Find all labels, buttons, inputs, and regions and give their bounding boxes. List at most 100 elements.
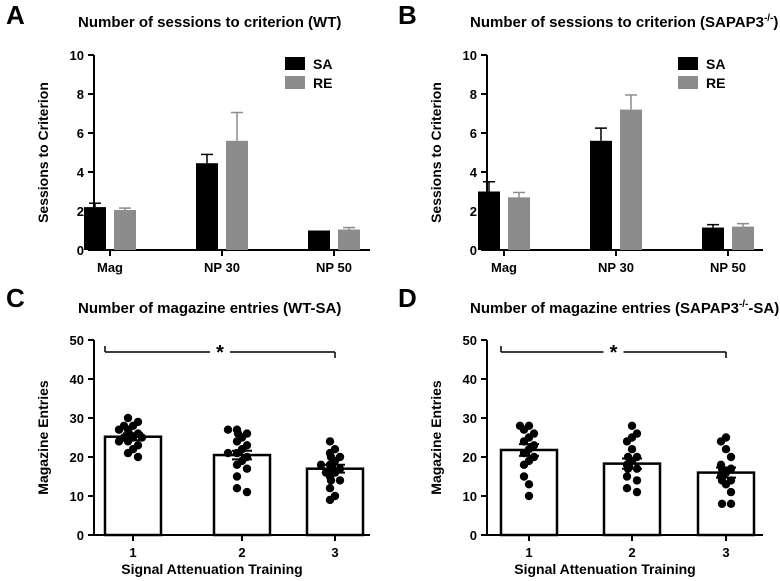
data-point — [721, 480, 731, 489]
legend-label-re: RE — [706, 75, 725, 91]
data-point — [726, 452, 736, 462]
data-point — [519, 437, 529, 446]
data-point — [519, 448, 529, 458]
legend-label-re: RE — [313, 75, 332, 91]
x-tick-label: 1 — [129, 545, 136, 560]
y-axis-label: Magazine Entries — [428, 380, 444, 495]
y-tick-label: 2 — [77, 204, 84, 219]
significance-star: * — [610, 342, 618, 364]
x-tick-label: NP 50 — [710, 260, 746, 275]
panel-letter: D — [398, 283, 417, 313]
data-point — [716, 437, 726, 446]
y-tick-label: 6 — [77, 126, 84, 141]
data-point — [622, 437, 632, 446]
data-point — [123, 437, 133, 446]
y-tick-label: 40 — [70, 372, 84, 387]
data-point — [622, 472, 632, 481]
y-tick-label: 20 — [463, 450, 477, 465]
y-tick-label: 8 — [470, 87, 477, 102]
y-tick-label: 20 — [70, 450, 84, 465]
panel-letter: B — [398, 0, 417, 30]
y-tick-label: 30 — [70, 411, 84, 426]
title-end: ) — [773, 14, 778, 31]
data-point — [726, 499, 736, 508]
data-point — [632, 487, 642, 497]
data-point — [232, 448, 242, 458]
data-point — [524, 491, 534, 501]
y-tick-label: 10 — [463, 48, 477, 63]
bar-sa — [308, 230, 330, 250]
y-tick-label: 0 — [77, 243, 84, 258]
panel-letter: C — [6, 283, 25, 313]
significance-star: * — [216, 342, 224, 364]
x-tick-label: 2 — [238, 545, 245, 560]
data-point — [316, 460, 326, 469]
data-point — [223, 425, 233, 434]
data-point — [524, 480, 534, 489]
panel-title: Number of magazine entries (SAPAP3-/--SA… — [470, 299, 779, 317]
y-tick-label: 8 — [77, 87, 84, 102]
data-point — [242, 464, 252, 473]
x-tick-label: 3 — [331, 545, 338, 560]
x-tick-label: 1 — [525, 545, 532, 560]
panel-title: Number of sessions to criterion (WT) — [78, 14, 341, 31]
data-point — [232, 437, 242, 446]
bar-sa — [590, 140, 612, 250]
bar-sa — [196, 163, 218, 250]
legend-swatch-re — [285, 76, 305, 89]
data-point — [325, 495, 335, 505]
panel-d: D Number of magazine entries (SAPAP3-/--S… — [398, 283, 779, 577]
y-axis-label: Sessions to Criterion — [428, 82, 444, 223]
y-tick-label: 2 — [470, 204, 477, 219]
y-tick-label: 0 — [470, 243, 477, 258]
data-point — [721, 445, 731, 454]
bar — [212, 453, 272, 537]
panel-letter: A — [6, 0, 25, 30]
data-point — [623, 464, 633, 473]
data-point — [232, 484, 242, 493]
y-axis-label: Magazine Entries — [35, 380, 51, 495]
panel-a: A Number of sessions to criterion (WT) 0 2 4… — [6, 0, 370, 275]
bar-re — [226, 140, 248, 250]
data-point — [223, 448, 233, 458]
data-point — [519, 460, 529, 469]
data-point — [622, 484, 632, 493]
y-tick-label: 50 — [463, 333, 477, 348]
title-text: Number of sessions to criterion (SAPAP3 — [470, 14, 764, 31]
title-superscript: -/- — [764, 13, 773, 24]
data-point — [232, 472, 242, 481]
y-tick-label: 10 — [463, 489, 477, 504]
data-point — [123, 413, 133, 423]
data-point — [325, 484, 335, 493]
title-text: Number of magazine entries (WT-SA) — [78, 300, 341, 317]
x-tick-label: Mag — [491, 260, 517, 275]
bar-sa — [84, 207, 106, 250]
data-point — [114, 437, 124, 446]
legend-swatch-sa — [285, 57, 305, 70]
bar-sa — [478, 191, 500, 250]
data-point — [137, 433, 147, 442]
data-point — [632, 464, 642, 473]
y-tick-label: 10 — [70, 489, 84, 504]
bar-re — [732, 226, 754, 250]
data-point — [326, 476, 336, 485]
y-tick-label: 10 — [70, 48, 84, 63]
legend-swatch-sa — [678, 57, 698, 70]
panel-title: Number of sessions to criterion (SAPAP3-… — [470, 13, 778, 31]
data-point — [627, 445, 637, 454]
x-axis-label: Signal Attenuation Training — [514, 561, 695, 577]
title-superscript: -/- — [739, 299, 748, 310]
data-point — [726, 487, 736, 497]
data-point — [123, 448, 133, 458]
data-point — [519, 425, 529, 434]
bar-re — [508, 197, 530, 250]
y-tick-label: 6 — [470, 126, 477, 141]
x-tick-label: NP 50 — [316, 260, 352, 275]
x-tick-label: NP 30 — [204, 260, 240, 275]
y-tick-label: 30 — [463, 411, 477, 426]
x-tick-label: NP 30 — [598, 260, 634, 275]
bar — [305, 467, 365, 537]
title-text: Number of magazine entries (SAPAP3 — [470, 300, 739, 317]
legend-swatch-re — [678, 76, 698, 89]
